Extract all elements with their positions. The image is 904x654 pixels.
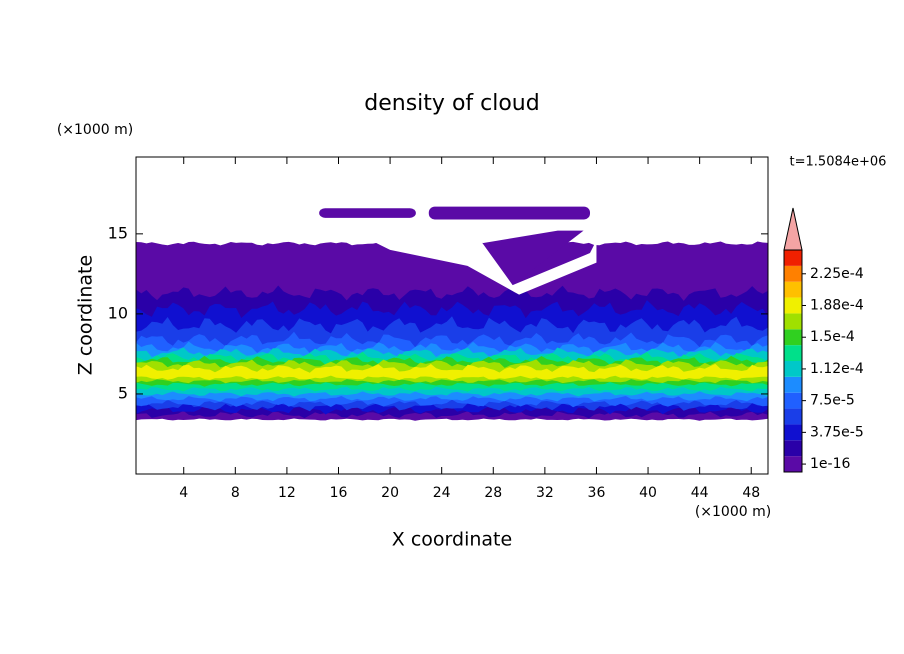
y-tick-label: 10 <box>108 303 128 322</box>
colorbar-swatch <box>784 424 802 441</box>
colorbar-frame <box>783 249 803 473</box>
colorbar-swatch <box>784 408 802 425</box>
x-tick-label: 48 <box>742 485 760 501</box>
x-axis-label: X coordinate <box>392 529 512 551</box>
plot-frame <box>135 156 769 475</box>
x-tick-label: 32 <box>536 485 554 501</box>
x-tick-label: 16 <box>330 485 348 501</box>
colorbar-swatch <box>784 361 802 377</box>
colorbar-swatch <box>784 313 802 330</box>
contour-band <box>136 363 768 381</box>
x-tick-label: 8 <box>231 485 240 501</box>
colorbar-label: 2.25e-4 <box>810 266 864 282</box>
contour-band <box>319 208 416 218</box>
colorbar-swatch <box>784 345 802 361</box>
colorbar-label: 1.5e-4 <box>810 329 855 345</box>
colorbar-label: 3.75e-5 <box>810 424 864 440</box>
y-tick-label: 5 <box>118 383 128 402</box>
time-annotation: t=1.5084e+06 <box>790 155 887 170</box>
x-tick-label: 4 <box>179 485 188 501</box>
chart-title: density of cloud <box>364 91 539 116</box>
x-tick-label: 20 <box>381 485 399 501</box>
y-tick-label: 15 <box>108 223 128 242</box>
colorbar-swatch <box>784 440 802 457</box>
contour-field <box>136 206 768 421</box>
colorbar-swatch <box>784 376 802 393</box>
x-tick-label: 40 <box>639 485 657 501</box>
colorbar-swatch <box>784 297 802 314</box>
colorbar-swatch <box>784 265 802 282</box>
x-tick-label: 44 <box>691 485 709 501</box>
colorbar-label: 1.88e-4 <box>810 298 864 314</box>
x-tick-label: 12 <box>278 485 296 501</box>
contour-band <box>480 230 584 286</box>
x-tick-label: 36 <box>588 485 606 501</box>
colorbar-label: 1e-16 <box>810 456 850 472</box>
clear-region <box>370 240 597 295</box>
x-unit-label: (×1000 m) <box>695 504 771 520</box>
contour-band <box>428 206 591 220</box>
colorbar-label: 7.5e-5 <box>810 393 855 409</box>
y-axis-label: Z coordinate <box>75 255 97 375</box>
colorbar-extension <box>783 207 803 251</box>
colorbar-swatch <box>784 281 802 298</box>
colorbar-swatch <box>784 250 802 266</box>
colorbar-swatch <box>784 392 802 409</box>
colorbar-swatch <box>784 329 802 346</box>
colorbar-label: 1.12e-4 <box>810 361 864 377</box>
y-unit-label: (×1000 m) <box>57 122 133 138</box>
x-tick-label: 28 <box>484 485 502 501</box>
x-tick-label: 24 <box>433 485 451 501</box>
colorbar-swatch <box>784 456 802 472</box>
